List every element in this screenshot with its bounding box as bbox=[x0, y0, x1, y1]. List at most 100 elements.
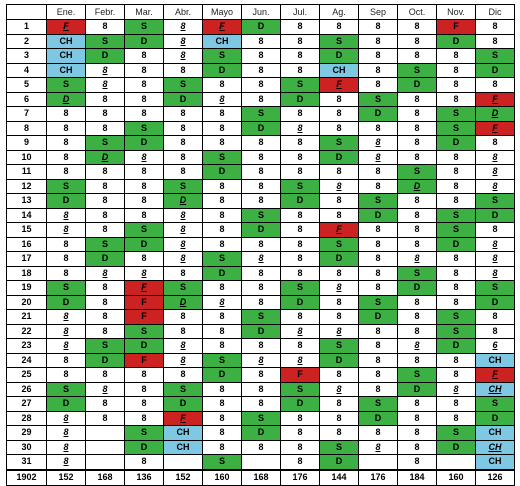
shift-cell[interactable]: 8 bbox=[202, 439, 242, 455]
shift-cell[interactable]: D bbox=[280, 294, 320, 310]
shift-cell[interactable]: S bbox=[202, 454, 242, 470]
shift-cell[interactable]: F bbox=[280, 367, 320, 383]
shift-cell[interactable]: 8 bbox=[319, 425, 359, 441]
shift-cell[interactable]: D bbox=[475, 62, 515, 78]
shift-cell[interactable]: S bbox=[397, 164, 437, 180]
shift-cell[interactable]: 8 bbox=[436, 77, 476, 93]
shift-cell[interactable]: S bbox=[241, 207, 281, 223]
shift-cell[interactable]: D bbox=[436, 439, 476, 455]
shift-cell[interactable]: 8 bbox=[280, 410, 320, 426]
shift-cell[interactable]: 8 bbox=[163, 62, 203, 78]
shift-cell[interactable]: S bbox=[163, 77, 203, 93]
shift-cell[interactable]: 8 bbox=[124, 149, 164, 165]
shift-cell[interactable]: 8 bbox=[397, 19, 437, 35]
shift-cell[interactable]: S bbox=[280, 280, 320, 296]
shift-cell[interactable]: 8 bbox=[319, 193, 359, 209]
shift-cell[interactable]: D bbox=[124, 33, 164, 49]
shift-cell[interactable]: 8 bbox=[85, 309, 125, 325]
shift-cell[interactable]: 8 bbox=[397, 338, 437, 354]
shift-cell[interactable]: S bbox=[436, 323, 476, 339]
shift-cell[interactable]: S bbox=[202, 352, 242, 368]
shift-cell[interactable]: 8 bbox=[280, 149, 320, 165]
shift-cell[interactable] bbox=[241, 454, 281, 470]
shift-cell[interactable]: 8 bbox=[202, 193, 242, 209]
shift-cell[interactable]: 8 bbox=[163, 48, 203, 64]
shift-cell[interactable]: D bbox=[280, 193, 320, 209]
shift-cell[interactable]: 8 bbox=[280, 135, 320, 151]
shift-cell[interactable]: D bbox=[241, 425, 281, 441]
shift-cell[interactable]: 8 bbox=[397, 222, 437, 238]
shift-cell[interactable]: F bbox=[46, 19, 86, 35]
shift-cell[interactable]: 8 bbox=[46, 367, 86, 383]
shift-cell[interactable]: 8 bbox=[280, 48, 320, 64]
shift-cell[interactable]: CH bbox=[46, 48, 86, 64]
shift-cell[interactable]: 8 bbox=[319, 265, 359, 281]
shift-cell[interactable]: 8 bbox=[163, 323, 203, 339]
shift-cell[interactable]: 8 bbox=[319, 323, 359, 339]
shift-cell[interactable] bbox=[163, 454, 203, 470]
shift-cell[interactable]: S bbox=[436, 425, 476, 441]
shift-cell[interactable]: F bbox=[436, 19, 476, 35]
shift-cell[interactable]: 8 bbox=[475, 135, 515, 151]
shift-cell[interactable]: 8 bbox=[358, 265, 398, 281]
shift-cell[interactable]: 8 bbox=[358, 439, 398, 455]
shift-cell[interactable]: 8 bbox=[475, 178, 515, 194]
shift-cell[interactable]: 8 bbox=[46, 236, 86, 252]
shift-cell[interactable]: D bbox=[397, 77, 437, 93]
shift-cell[interactable]: S bbox=[202, 48, 242, 64]
shift-cell[interactable]: 8 bbox=[124, 193, 164, 209]
shift-cell[interactable]: 8 bbox=[163, 338, 203, 354]
shift-cell[interactable]: 8 bbox=[280, 425, 320, 441]
shift-cell[interactable]: S bbox=[85, 33, 125, 49]
shift-cell[interactable]: 8 bbox=[475, 33, 515, 49]
shift-cell[interactable]: 8 bbox=[202, 178, 242, 194]
shift-cell[interactable]: 8 bbox=[397, 236, 437, 252]
shift-cell[interactable]: 8 bbox=[319, 294, 359, 310]
shift-cell[interactable]: 8 bbox=[319, 178, 359, 194]
shift-cell[interactable]: 8 bbox=[124, 396, 164, 412]
shift-cell[interactable]: 8 bbox=[163, 251, 203, 267]
shift-cell[interactable]: 8 bbox=[85, 323, 125, 339]
shift-cell[interactable]: 8 bbox=[319, 280, 359, 296]
shift-cell[interactable]: 8 bbox=[397, 207, 437, 223]
shift-cell[interactable]: 8 bbox=[85, 280, 125, 296]
shift-cell[interactable]: 8 bbox=[202, 120, 242, 136]
shift-cell[interactable]: 8 bbox=[280, 62, 320, 78]
shift-cell[interactable]: S bbox=[124, 120, 164, 136]
shift-cell[interactable]: 8 bbox=[241, 352, 281, 368]
shift-cell[interactable]: D bbox=[397, 280, 437, 296]
shift-cell[interactable]: 8 bbox=[202, 381, 242, 397]
shift-cell[interactable]: CH bbox=[163, 439, 203, 455]
shift-cell[interactable]: 8 bbox=[46, 222, 86, 238]
shift-cell[interactable]: D bbox=[124, 236, 164, 252]
shift-cell[interactable]: 8 bbox=[241, 280, 281, 296]
shift-cell[interactable]: 8 bbox=[241, 33, 281, 49]
shift-cell[interactable]: 8 bbox=[202, 77, 242, 93]
shift-cell[interactable]: 8 bbox=[163, 135, 203, 151]
shift-cell[interactable]: F bbox=[163, 410, 203, 426]
shift-cell[interactable]: CH bbox=[475, 454, 515, 470]
shift-cell[interactable]: S bbox=[202, 251, 242, 267]
shift-cell[interactable]: D bbox=[319, 454, 359, 470]
shift-cell[interactable]: 8 bbox=[358, 367, 398, 383]
shift-cell[interactable]: 8 bbox=[475, 251, 515, 267]
shift-cell[interactable]: 8 bbox=[436, 62, 476, 78]
shift-cell[interactable]: S bbox=[436, 106, 476, 122]
shift-cell[interactable]: S bbox=[241, 410, 281, 426]
shift-cell[interactable]: D bbox=[46, 91, 86, 107]
shift-cell[interactable]: CH bbox=[202, 33, 242, 49]
shift-cell[interactable]: D bbox=[46, 193, 86, 209]
shift-cell[interactable]: 8 bbox=[397, 193, 437, 209]
shift-cell[interactable]: 8 bbox=[397, 425, 437, 441]
shift-cell[interactable]: 8 bbox=[163, 236, 203, 252]
shift-cell[interactable]: 8 bbox=[202, 425, 242, 441]
shift-cell[interactable]: S bbox=[475, 396, 515, 412]
shift-cell[interactable]: 8 bbox=[475, 236, 515, 252]
shift-cell[interactable]: 8 bbox=[358, 236, 398, 252]
shift-cell[interactable]: 8 bbox=[241, 338, 281, 354]
shift-cell[interactable] bbox=[358, 454, 398, 470]
shift-cell[interactable]: 8 bbox=[85, 164, 125, 180]
shift-cell[interactable]: 8 bbox=[85, 265, 125, 281]
shift-cell[interactable]: 8 bbox=[163, 207, 203, 223]
shift-cell[interactable]: 8 bbox=[436, 410, 476, 426]
